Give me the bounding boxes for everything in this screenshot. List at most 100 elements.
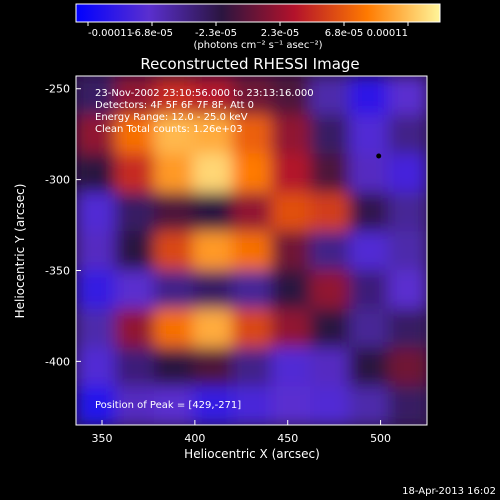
heatmap-cell [193,76,233,116]
heatmap-cell [154,153,194,194]
chart-title: Reconstructed RHESSI Image [140,55,359,73]
x-axis-tick-label: 450 [277,432,298,445]
heatmap-cell [310,231,350,271]
heatmap-cell [271,231,311,271]
heatmap-cell [154,269,194,310]
colorbar-scale [75,3,441,23]
x-axis-tick-label: 500 [370,432,391,445]
colorbar-tick-label: -2.3e-05 [195,28,237,39]
heatmap-cell [271,76,311,116]
y-axis-label: Heliocentric Y (arcsec) [13,184,27,319]
observation-annotation: Clean Total counts: 1.26e+03 [95,124,243,135]
heatmap-cell [115,308,155,349]
heatmap-cell [76,308,116,349]
heatmap-cell [310,347,350,388]
peak-marker [376,153,382,159]
heatmap-cell [349,347,389,388]
heatmap-cell [232,347,272,388]
heatmap-cell [115,153,155,194]
heatmap-cell [388,114,427,155]
heatmap-cell [154,114,194,155]
heatmap-cell [193,114,233,155]
heatmap-cell [76,269,116,310]
heatmap-cell [76,386,116,425]
heatmap-cell [388,76,427,116]
x-axis-tick-label: 350 [92,432,113,445]
heatmap-image [76,76,427,425]
heatmap-cell [76,347,116,388]
observation-annotation: Detectors: 4F 5F 6F 7F 8F, Att 0 [95,100,254,111]
x-axis-tick-label: 400 [184,432,205,445]
colorbar-ticks: -0.00011-6.8e-05 -2.3e-05 2.3e-05 6.8e-05 0.… [87,22,409,39]
heatmap-cell [271,114,311,155]
heatmap-cell [154,386,194,425]
heatmap-cell [271,347,311,388]
heatmap-cell [193,386,233,425]
heatmap-cell [154,76,194,116]
heatmap-cell [310,192,350,233]
heatmap-cell [271,308,311,349]
heatmap-cell [271,192,311,233]
heatmap-cell [76,192,116,233]
heatmap-cell [349,114,389,155]
colorbar: -0.00011-6.8e-05 -2.3e-05 2.3e-05 6.8e-05 0.… [75,3,441,51]
heatmap-cell [115,192,155,233]
plot-frame [75,75,428,426]
timestamp-footer: 18-Apr-2013 16:02 [402,486,496,497]
heatmap-cell [193,347,233,388]
colorbar-tick-label: -6.8e-05 [131,28,173,39]
heatmap-cell [232,231,272,271]
heatmap-cell [193,269,233,310]
heatmap-cell [271,386,311,425]
heatmap-cell [154,192,194,233]
heatmap-cell [193,192,233,233]
heatmap-cell [310,153,350,194]
heatmap-cell [388,386,427,425]
heatmap-cell [232,308,272,349]
heatmap-cell [115,386,155,425]
heatmap-cell [349,386,389,425]
y-axis: -250 -300 -350 -400 [45,83,81,368]
heatmap-cell [349,269,389,310]
heatmap-cell [388,308,427,349]
x-axis-label: Heliocentric X (arcsec) [184,447,320,461]
heatmap-cell [232,153,272,194]
heatmap-cell [271,269,311,310]
heatmap-cell [232,114,272,155]
plot-area: 23-Nov-2002 23:10:56.000 to 23:13:16.000… [75,75,428,426]
colorbar-tick-label: 6.8e-05 [325,28,363,39]
x-axis: 350 400 450 500 [92,420,391,445]
observation-annotation: 23-Nov-2002 23:10:56.000 to 23:13:16.000 [95,88,314,99]
y-axis-tick-label: -250 [45,83,70,96]
y-axis-tick-label: -350 [45,264,70,277]
heatmap-cell [310,308,350,349]
plot-overlay: 23-Nov-2002 23:10:56.000 to 23:13:16.000… [95,88,382,411]
heatmap-cell [349,76,389,116]
heatmap-cell [115,347,155,388]
colorbar-tick-label: -0.00011 [88,28,133,39]
observation-annotation: Energy Range: 12.0 - 25.0 keV [95,112,248,123]
heatmap-cell [349,192,389,233]
heatmap-cell [232,76,272,116]
heatmap-cell [310,114,350,155]
heatmap-cell [76,114,116,155]
heatmap-cell [388,192,427,233]
heatmap-cell [310,76,350,116]
heatmap-cells [76,76,427,425]
heatmap-cell [388,347,427,388]
heatmap-cell [76,153,116,194]
heatmap-cell [115,76,155,116]
heatmap-cell [388,269,427,310]
heatmap-cell [271,153,311,194]
heatmap-cell [154,308,194,349]
heatmap-cell [193,308,233,349]
y-axis-tick-label: -400 [45,355,70,368]
heatmap-cell [154,347,194,388]
heatmap-cell [76,76,116,116]
colorbar-tick-label: 2.3e-05 [261,28,299,39]
y-axis-tick-label: -300 [45,174,70,187]
heatmap-cell [115,114,155,155]
heatmap-cell [232,386,272,425]
